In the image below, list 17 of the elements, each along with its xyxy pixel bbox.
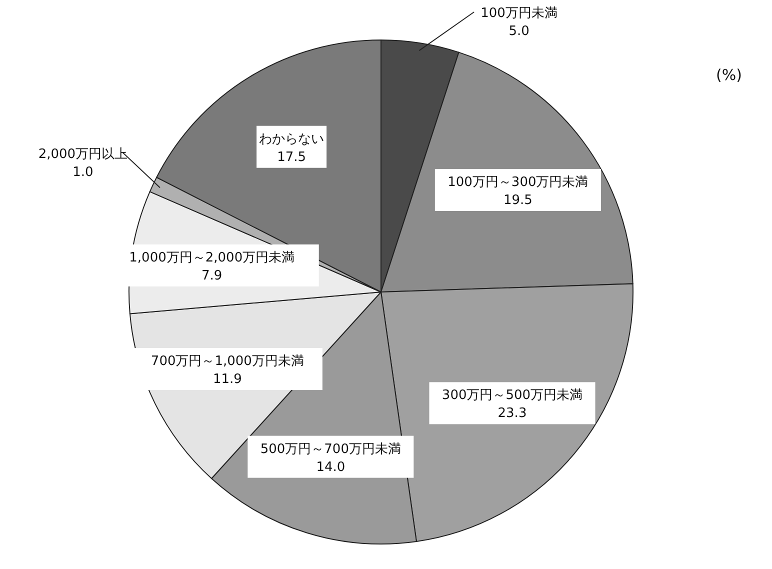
data-label: 5.0 [508,24,530,39]
data-label: 11.9 [212,372,242,388]
data-label: 7.9 [202,268,222,284]
slice-label: 1,000万円～2,000万円未満 [129,250,295,266]
data-label: 17.5 [277,150,306,165]
data-label: 19.5 [503,192,532,208]
data-label: 14.0 [316,460,346,475]
slice-label: 500万円～700万円未満 [260,442,401,457]
slice-label: 100万円～300万円未満 [448,174,588,190]
slice-label: 100万円未満 [480,6,558,21]
data-label: 23.3 [498,406,527,422]
data-label: 1.0 [72,164,94,180]
slice-label: 2,000万円以上 [38,146,128,162]
slice-label: 700万円～1,000万円未満 [150,354,304,370]
text: (%) [716,66,742,84]
slice-label: わからない [259,132,324,147]
slice-label: 300万円～500万円未満 [442,388,583,404]
